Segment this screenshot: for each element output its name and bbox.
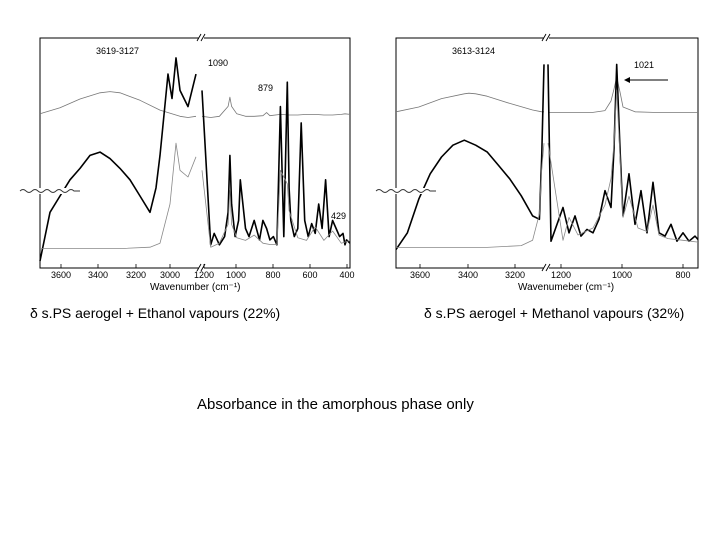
- peak-annotation: 1090: [208, 58, 228, 68]
- peak-annotation: 3613-3124: [452, 46, 495, 56]
- ftir-chart-ethanol: 3600 3400 3200 3000 1200 1000 800 600 400 Wavenum…: [18, 33, 355, 293]
- axis-break-mark: [541, 263, 547, 272]
- x-tick-label: 3400: [458, 270, 478, 280]
- axis-break-mark: [200, 33, 206, 42]
- x-tick-label: 3200: [126, 270, 146, 280]
- axis-break-mark: [541, 33, 547, 42]
- spectrum-line-series-2-seg-1: [39, 57, 197, 262]
- spectrum-line-series-2-seg-2: [201, 81, 351, 246]
- axis-break-gap-bottom: [544, 264, 549, 272]
- x-tick-label: 600: [302, 270, 317, 280]
- x-tick-label: 3400: [88, 270, 108, 280]
- spectrum-line-series-3-seg-1: [396, 143, 545, 248]
- plot-frame: [39, 37, 351, 269]
- x-tick-label: 1200: [194, 270, 214, 280]
- spectrum-line-series-2-seg-1: [395, 64, 545, 251]
- axis-break-mark: [545, 263, 551, 272]
- plot-frame: [395, 37, 699, 269]
- x-tick-label: 1200: [551, 270, 571, 280]
- legend-smudge-bg: [374, 188, 444, 194]
- x-tick-label: 3600: [410, 270, 430, 280]
- x-tick-label: 3000: [160, 270, 180, 280]
- x-tick-label: 3200: [505, 270, 525, 280]
- peak-annotation: 429: [331, 211, 346, 221]
- x-tick-label: 400: [339, 270, 354, 280]
- spectrum-line-series-1-seg-1: [39, 91, 197, 118]
- x-axis-label: Wavenumeber (cm⁻¹): [518, 282, 614, 293]
- caption-methanol: δ s.PS aerogel + Methanol vapours (32%): [424, 305, 685, 321]
- caption-ethanol: δ s.PS aerogel + Ethanol vapours (22%): [30, 305, 281, 321]
- axis-break-gap-top: [544, 34, 549, 42]
- spectrum-line-series-1-seg-2: [201, 96, 351, 118]
- spectrum-panel-ethanol: 3600 3400 3200 3000 1200 1000 800 600 400 Wavenum…: [18, 33, 355, 302]
- spectrum-line-series-1-seg-2: [548, 76, 698, 113]
- legend-smudge: [19, 189, 80, 193]
- axis-break-mark: [545, 33, 551, 42]
- axis-break-mark: [196, 33, 202, 42]
- spectrum-line-series-1-seg-1: [395, 92, 544, 113]
- axis-break-gap-top: [199, 34, 204, 42]
- peak-arrowhead: [624, 77, 630, 83]
- peak-annotation: 1021: [634, 60, 654, 70]
- spectrum-line-series-3-seg-1: [40, 142, 197, 250]
- x-tick-label: 1000: [612, 270, 632, 280]
- x-tick-label: 1000: [226, 270, 246, 280]
- peak-annotation: 879: [258, 83, 273, 93]
- x-tick-label: 3600: [51, 270, 71, 280]
- legend-smudge: [375, 189, 436, 193]
- spectrum-line-series-3-seg-2: [201, 169, 351, 248]
- axis-break-mark: [196, 263, 202, 272]
- x-axis-label: Wavenumber (cm⁻¹): [150, 282, 240, 293]
- spectrum-line-series-3-seg-2: [547, 89, 699, 243]
- ftir-chart-methanol: 3600 3400 3200 1200 1000 800 Wavenumeber (cm⁻¹…: [374, 33, 699, 293]
- x-tick-label: 800: [675, 270, 690, 280]
- peak-annotation: 3619-3127: [96, 46, 139, 56]
- x-tick-label: 800: [265, 270, 280, 280]
- amorphous-phase-note: Absorbance in the amorphous phase only: [197, 396, 474, 413]
- axis-break-gap-bottom: [199, 264, 204, 272]
- legend-smudge-bg: [18, 188, 88, 194]
- spectrum-panel-methanol: 3600 3400 3200 1200 1000 800 Wavenumeber (cm⁻¹…: [368, 33, 699, 302]
